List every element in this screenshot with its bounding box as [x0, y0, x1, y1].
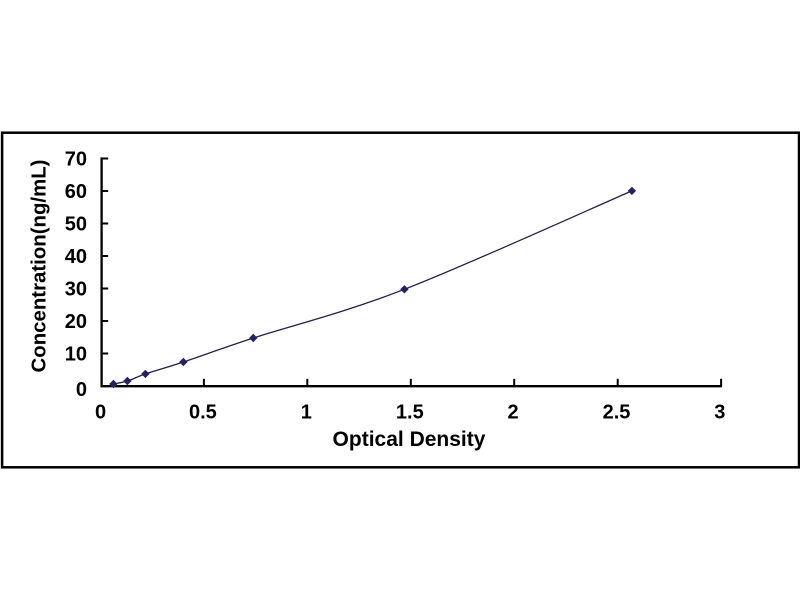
svg-text:10: 10	[65, 344, 87, 366]
svg-text:30: 30	[65, 279, 87, 301]
svg-text:40: 40	[65, 246, 87, 268]
svg-text:Concentration(ng/mL): Concentration(ng/mL)	[28, 160, 50, 373]
svg-text:1: 1	[301, 402, 312, 424]
svg-text:1.5: 1.5	[396, 402, 424, 424]
svg-text:Optical Density: Optical Density	[333, 428, 486, 451]
svg-text:2: 2	[507, 402, 518, 424]
svg-text:70: 70	[65, 149, 87, 171]
svg-text:3: 3	[714, 402, 725, 424]
svg-text:2.5: 2.5	[603, 402, 631, 424]
svg-text:0.5: 0.5	[189, 402, 217, 424]
svg-text:20: 20	[65, 311, 87, 333]
svg-text:60: 60	[65, 181, 87, 203]
svg-text:0: 0	[95, 402, 106, 424]
svg-text:0: 0	[76, 379, 87, 401]
svg-text:50: 50	[65, 214, 87, 236]
